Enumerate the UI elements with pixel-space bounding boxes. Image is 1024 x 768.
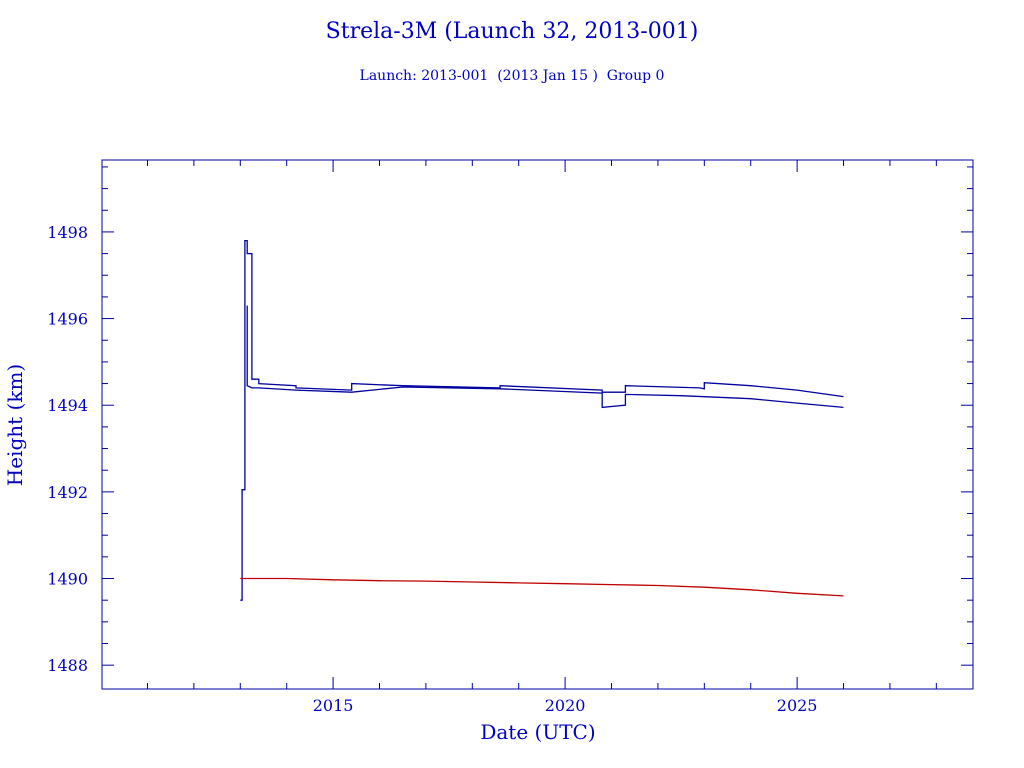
y-tick-label: 1490 xyxy=(47,570,88,589)
y-tick-label: 1494 xyxy=(47,396,88,415)
y-tick-label: 1498 xyxy=(47,223,88,242)
y-tick-label: 1488 xyxy=(47,656,88,675)
y-tick-label: 1496 xyxy=(47,310,88,329)
series-line-upper xyxy=(240,239,844,601)
series-line-red xyxy=(240,577,844,597)
y-tick-label: 1492 xyxy=(47,483,88,502)
chart-title: Strela-3M (Launch 32, 2013-001) xyxy=(326,19,699,44)
series-line-lower xyxy=(246,305,844,409)
x-tick-label: 2015 xyxy=(313,696,354,715)
x-tick-label: 2025 xyxy=(777,696,818,715)
y-axis-label: Height (km) xyxy=(3,364,27,486)
chart-subtitle: Launch: 2013-001 (2013 Jan 15 ) Group 0 xyxy=(360,68,665,84)
x-axis-label: Date (UTC) xyxy=(480,720,595,744)
plot-frame xyxy=(101,159,974,690)
x-tick-label: 2020 xyxy=(545,696,586,715)
